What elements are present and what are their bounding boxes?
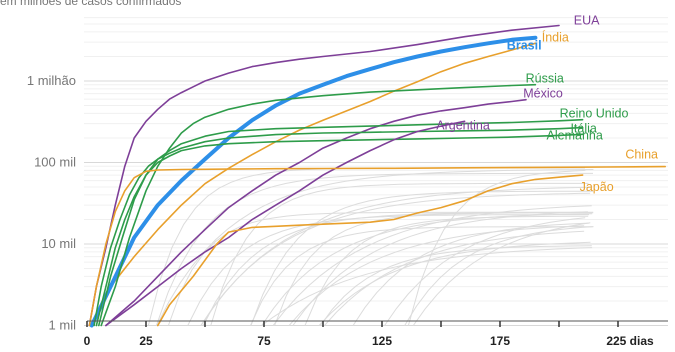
- series-line-itália: [93, 126, 584, 327]
- background-country-line: [272, 205, 592, 326]
- y-tick-label: 1 mil: [49, 318, 77, 333]
- x-tick-label: 0: [84, 334, 91, 348]
- x-tick-label: 175: [490, 334, 510, 348]
- background-country-line: [412, 222, 591, 326]
- series-line-alemanha: [98, 133, 584, 327]
- y-tick-label: 10 mil: [41, 236, 76, 251]
- series-line-reino-unido: [95, 118, 584, 327]
- series-lines: [88, 24, 666, 328]
- series-line-rússia: [100, 83, 537, 327]
- series-label: Japão: [580, 180, 614, 194]
- series-line-china: [88, 165, 666, 327]
- x-tick-label: 75: [257, 334, 271, 348]
- series-label: Brasil: [507, 39, 542, 53]
- series-label: China: [625, 148, 658, 162]
- series-label: Reino Unido: [560, 107, 629, 121]
- background-country-line: [288, 225, 585, 326]
- background-country-line: [384, 217, 586, 326]
- series-label: EUA: [574, 13, 600, 27]
- background-country-line: [407, 169, 586, 326]
- x-tick-label: 25: [139, 334, 153, 348]
- background-country-line: [200, 186, 591, 326]
- x-tick-label: 225 dias: [606, 334, 654, 348]
- background-country-line: [210, 182, 589, 326]
- series-line-japão: [157, 174, 584, 327]
- gridlines: [84, 17, 668, 326]
- series-line-argentina: [105, 120, 466, 327]
- series-label: Itália: [570, 122, 596, 136]
- background-country-line: [274, 212, 594, 326]
- series-label: Alemanha: [547, 128, 603, 142]
- background-country-line: [200, 192, 591, 326]
- background-country-line: [319, 245, 592, 326]
- y-tick-label: 1 milhão: [27, 73, 76, 88]
- series-label: México: [523, 87, 563, 101]
- series-label: Argentina: [436, 118, 490, 132]
- background-country-line: [404, 226, 594, 326]
- x-tick-label: 125: [372, 334, 392, 348]
- background-country-line: [318, 241, 591, 326]
- y-tick-label: 100 mil: [34, 155, 76, 170]
- background-country-line: [261, 247, 593, 326]
- series-line-índia: [90, 42, 537, 327]
- background-country-line: [250, 190, 594, 326]
- background-country-line: [187, 214, 589, 326]
- series-label: Rússia: [526, 72, 564, 86]
- background-country-line: [352, 222, 590, 326]
- background-country-line: [167, 211, 594, 326]
- background-country-line: [261, 213, 593, 326]
- background-country-line: [155, 172, 593, 326]
- series-line-brasil: [89, 35, 538, 328]
- y-axis-tick-labels: 1 mil 10 mil 100 mil 1 milhão: [27, 73, 76, 333]
- series-label: Índia: [542, 29, 569, 44]
- series-line-eua: [88, 24, 560, 327]
- background-country-line: [156, 169, 594, 326]
- background-country-line: [304, 215, 589, 326]
- x-axis: 0 25 75 125 175 225 dias: [84, 320, 668, 348]
- series-line-méxico: [105, 98, 527, 327]
- chart-subtitle: em milhões de casos confirmados: [0, 0, 182, 8]
